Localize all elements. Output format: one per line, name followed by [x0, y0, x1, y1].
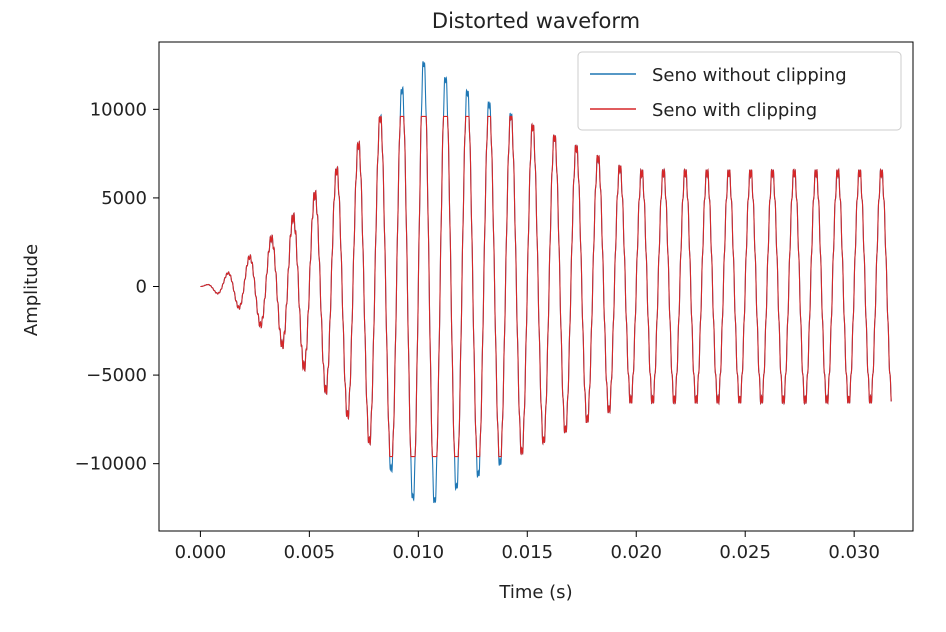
x-tick-label: 0.015 [502, 542, 554, 563]
y-axis-label: Amplitude [21, 244, 42, 336]
y-tick-label: 5000 [101, 188, 147, 209]
plot-lines [200, 61, 892, 504]
y-tick-label: −5000 [86, 365, 147, 386]
x-tick-label: 0.010 [393, 542, 445, 563]
y-tick-label: 10000 [90, 99, 147, 120]
series-line-seno-with-clipping [200, 115, 892, 458]
chart-title: Distorted waveform [432, 9, 640, 33]
x-tick-label: 0.000 [175, 542, 227, 563]
y-tick-label: 0 [136, 277, 147, 298]
legend-label-seno-without-clipping: Seno without clipping [652, 65, 847, 86]
legend-box [577, 51, 902, 131]
y-axis-ticks: −10000 −5000 0 5000 10000 [75, 99, 159, 475]
x-axis-ticks: 0.000 0.005 0.010 0.015 0.020 0.025 0.030 [175, 531, 880, 563]
legend-label-seno-with-clipping: Seno with clipping [652, 100, 817, 121]
x-axis-label: Time (s) [498, 582, 572, 603]
x-tick-label: 0.005 [284, 542, 336, 563]
legend: Seno without clipping Seno with clipping [577, 51, 902, 131]
x-tick-label: 0.020 [610, 542, 662, 563]
y-tick-label: −10000 [75, 454, 147, 475]
x-tick-label: 0.030 [828, 542, 880, 563]
x-tick-label: 0.025 [719, 542, 771, 563]
